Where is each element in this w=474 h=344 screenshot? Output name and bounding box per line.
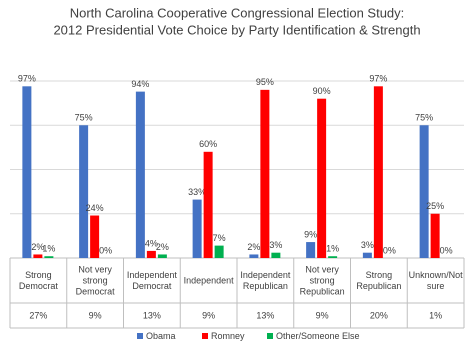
data-label: 3% xyxy=(361,240,374,250)
bar xyxy=(362,252,372,258)
bar xyxy=(306,242,316,258)
legend-label: Other/Someone Else xyxy=(276,331,360,341)
x-tick-label: strong xyxy=(83,275,108,285)
share-label: 9% xyxy=(202,310,215,320)
data-label: 9% xyxy=(304,229,317,239)
data-label: 0% xyxy=(99,245,112,255)
data-label: 2% xyxy=(31,242,44,252)
data-label: 75% xyxy=(75,113,93,123)
bar xyxy=(90,215,100,258)
x-tick-label: Independent xyxy=(240,270,291,280)
data-label: 97% xyxy=(18,74,36,84)
data-label: 3% xyxy=(269,240,282,250)
share-label: 1% xyxy=(429,310,442,320)
x-tick-label: strong xyxy=(310,275,335,285)
x-tick-label: Democrat xyxy=(76,286,116,296)
data-label: 2% xyxy=(247,242,260,252)
bar xyxy=(214,245,224,258)
data-label: 33% xyxy=(188,187,206,197)
legend-label: Romney xyxy=(211,331,245,341)
legend-swatch xyxy=(202,333,208,339)
bar xyxy=(44,256,54,258)
bar xyxy=(22,86,32,258)
data-label: 4% xyxy=(145,238,158,248)
share-label: 9% xyxy=(89,310,102,320)
bar xyxy=(271,252,281,258)
bar xyxy=(135,91,145,259)
data-label: 24% xyxy=(86,203,104,213)
share-label: 9% xyxy=(316,310,329,320)
share-label: 13% xyxy=(143,310,161,320)
bar xyxy=(203,151,213,258)
share-label: 13% xyxy=(256,310,274,320)
data-label: 25% xyxy=(426,201,444,211)
bar xyxy=(79,125,89,258)
legend-swatch xyxy=(267,333,273,339)
data-label: 2% xyxy=(156,242,169,252)
bar xyxy=(373,86,383,258)
data-label: 60% xyxy=(199,139,217,149)
x-tick-label: Strong xyxy=(366,270,393,280)
chart-title: 2012 Presidential Vote Choice by Party I… xyxy=(53,22,420,37)
x-tick-label: Republican xyxy=(356,281,401,291)
bar xyxy=(249,254,259,258)
x-tick-label: Not very xyxy=(305,264,339,274)
chart-title: North Carolina Cooperative Congressional… xyxy=(70,5,405,20)
x-tick-label: Strong xyxy=(25,270,52,280)
data-label: 0% xyxy=(440,245,453,255)
data-label: 0% xyxy=(383,245,396,255)
bar xyxy=(157,254,167,258)
bar xyxy=(317,98,327,258)
bar xyxy=(328,256,338,258)
share-label: 20% xyxy=(370,310,388,320)
x-tick-label: Independent xyxy=(184,275,235,285)
bar xyxy=(146,250,156,258)
data-label: 75% xyxy=(415,113,433,123)
legend-label: Obama xyxy=(146,331,176,341)
data-label: 97% xyxy=(369,74,387,84)
bar xyxy=(33,254,43,258)
x-tick-label: Republican xyxy=(300,286,345,296)
x-tick-label: Independent xyxy=(127,270,178,280)
data-label: 1% xyxy=(326,244,339,254)
x-tick-label: sure xyxy=(427,281,445,291)
share-label: 27% xyxy=(29,310,47,320)
bar xyxy=(260,89,270,258)
data-label: 1% xyxy=(42,244,55,254)
data-label: 95% xyxy=(256,77,274,87)
x-tick-label: Democrat xyxy=(19,281,59,291)
bar xyxy=(430,213,440,258)
data-label: 90% xyxy=(313,86,331,96)
legend-swatch xyxy=(137,333,143,339)
bar xyxy=(419,125,429,258)
x-tick-label: Democrat xyxy=(132,281,172,291)
bar xyxy=(192,199,202,258)
x-tick-label: Unknown/Not xyxy=(409,270,464,280)
x-tick-label: Not very xyxy=(78,264,112,274)
data-label: 94% xyxy=(131,79,149,89)
data-label: 7% xyxy=(213,233,226,243)
x-tick-label: Republican xyxy=(243,281,288,291)
